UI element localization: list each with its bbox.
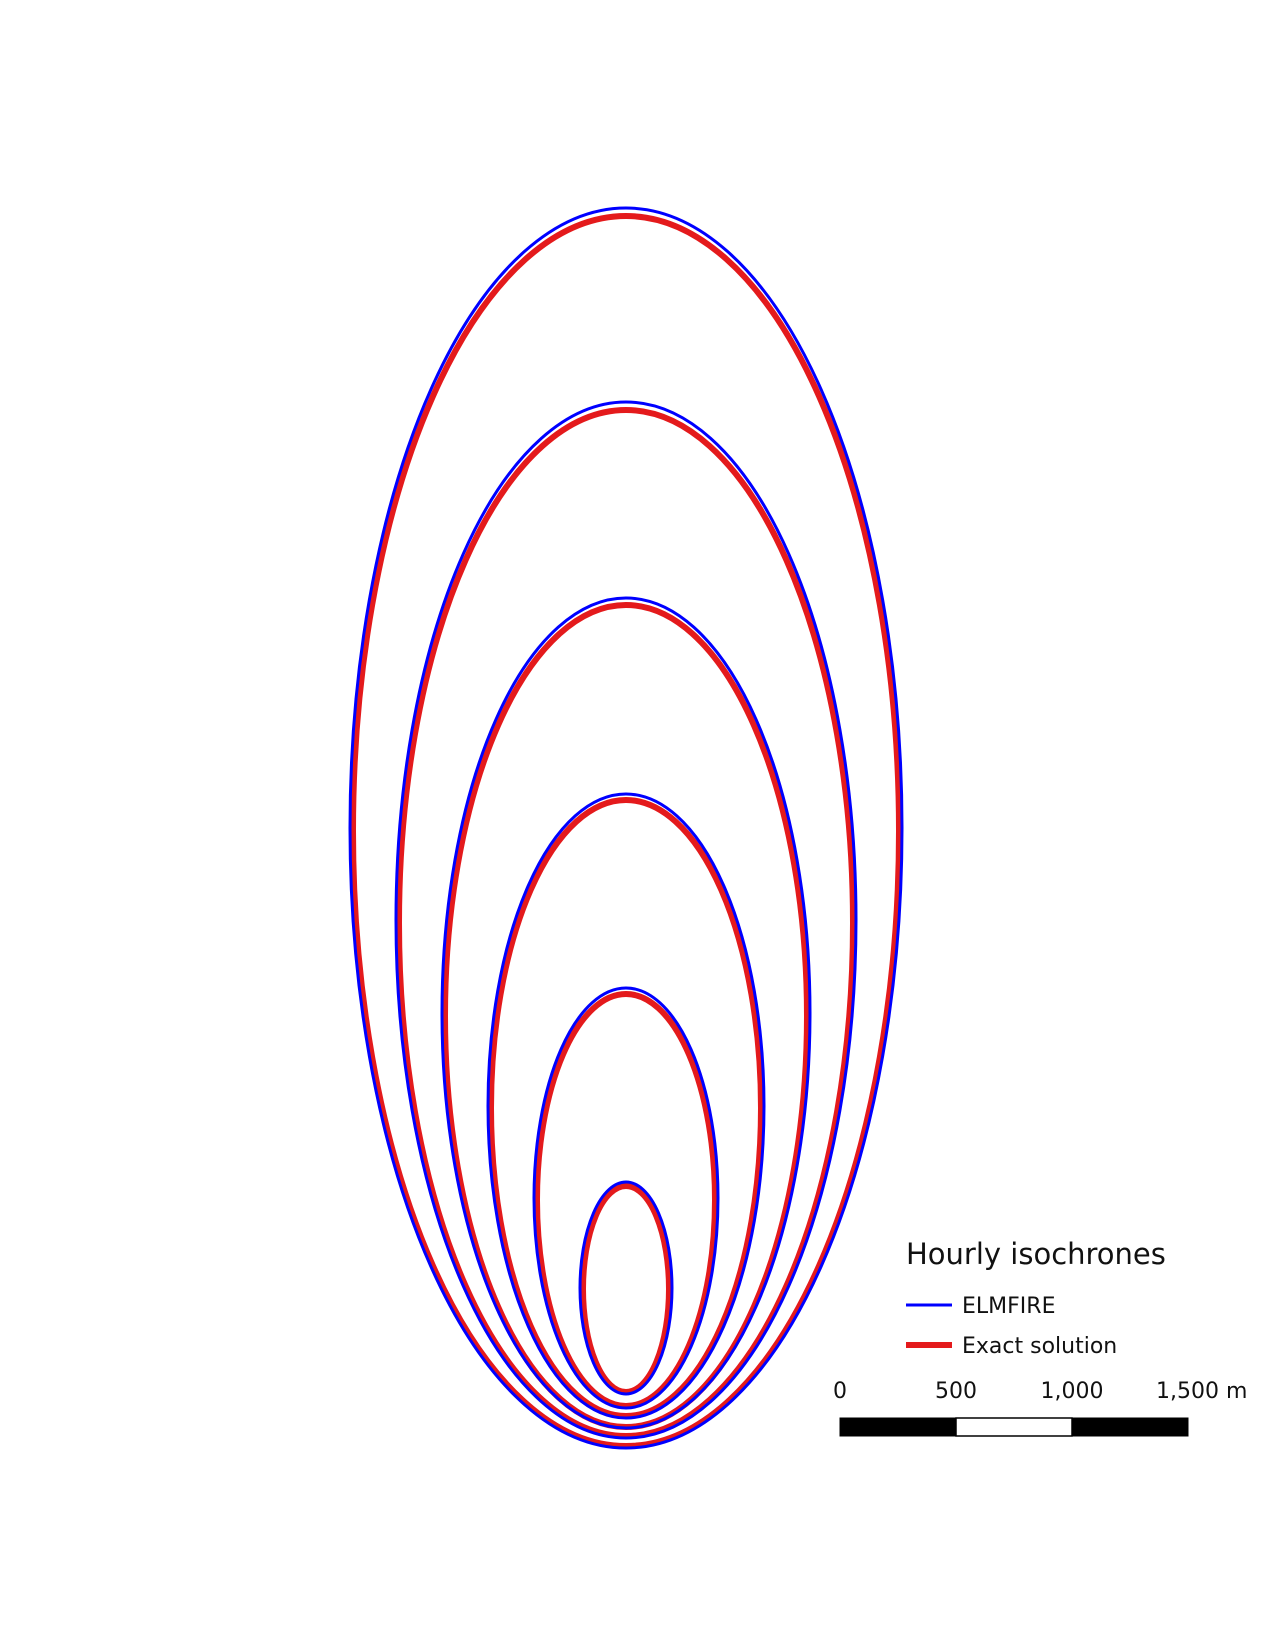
scale-segment-3 [1072, 1418, 1188, 1436]
legend-title: Hourly isochrones [906, 1237, 1166, 1271]
legend: Hourly isochrones ELMFIRE Exact solution [906, 1237, 1166, 1359]
scale-segment-2 [956, 1418, 1072, 1436]
scale-bar: 0 500 1,000 1,500 m [833, 1379, 1247, 1436]
scale-segment-1 [840, 1418, 956, 1436]
exact-solution-isochrone-6 [353, 216, 899, 1446]
legend-label-exact-solution: Exact solution [962, 1334, 1117, 1359]
isochrone-hour-6 [350, 208, 902, 1448]
scale-label-500: 500 [935, 1379, 977, 1404]
exact-solution-isochrone-2 [537, 994, 715, 1406]
isochrone-hour-5 [396, 402, 856, 1438]
exact-solution-isochrone-1 [583, 1186, 669, 1392]
isochrone-hour-2 [534, 988, 718, 1408]
isochrone-hour-1 [580, 1182, 672, 1394]
scale-label-1000: 1,000 [1041, 1379, 1104, 1404]
scale-label-1500: 1,500 m [1156, 1379, 1247, 1404]
elmfire-isochrone-2 [534, 988, 718, 1408]
exact-solution-isochrone-5 [399, 410, 853, 1436]
isochrone-hour-3 [488, 794, 764, 1418]
legend-label-elmfire: ELMFIRE [962, 1294, 1055, 1319]
exact-solution-isochrone-3 [491, 800, 761, 1416]
isochrones [350, 208, 902, 1448]
scale-label-0: 0 [833, 1379, 847, 1404]
elmfire-isochrone-1 [580, 1182, 672, 1394]
